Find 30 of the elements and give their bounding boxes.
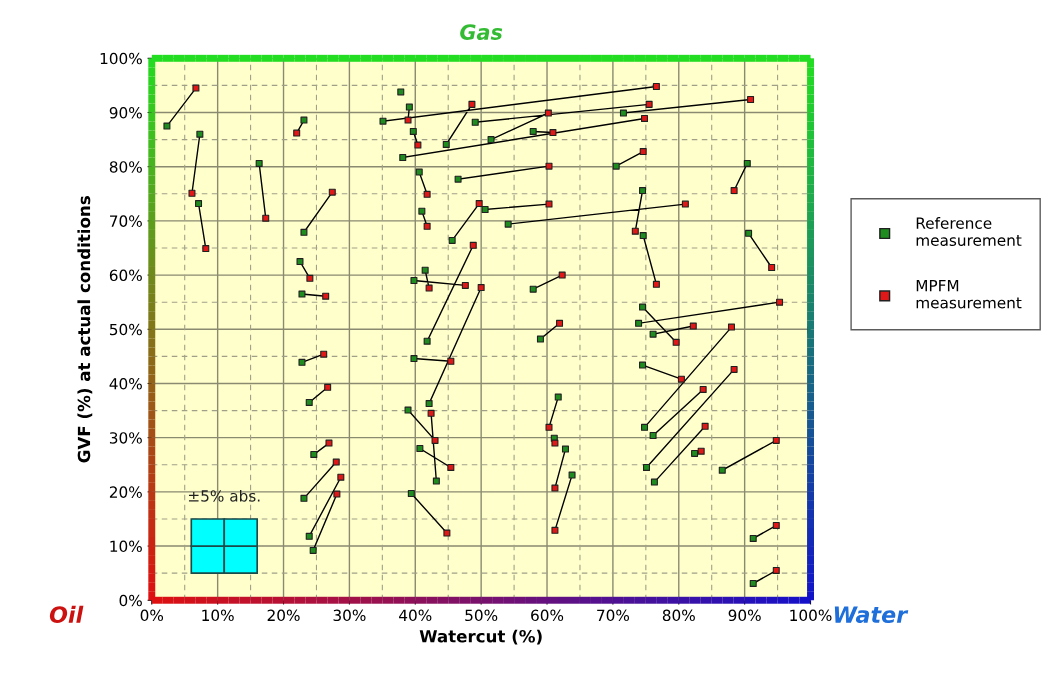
x-axis-title: Watercut (%) — [419, 629, 542, 645]
y-axis-title: GVF (%) at actual conditions — [77, 196, 93, 463]
y-tick-label: 80% — [109, 161, 142, 173]
x-tick-label: 60% — [531, 609, 564, 622]
annotation: ±5% abs. — [188, 489, 260, 502]
x-tick-label: 70% — [597, 609, 630, 622]
text: Water — [834, 606, 909, 623]
x-tick-label: 80% — [662, 609, 695, 622]
x-tick-label: 30% — [333, 609, 366, 622]
text: Gas — [460, 24, 503, 40]
y-tick-label: 60% — [109, 269, 142, 282]
y-tick-label: 0% — [119, 594, 142, 607]
legend-label: Reference measurement — [916, 217, 1022, 247]
y-tick-label: 50% — [109, 323, 142, 336]
legend-label: MPFM measurement — [916, 280, 1022, 309]
x-tick-label: 20% — [267, 609, 300, 622]
x-tick-label: 10% — [202, 609, 234, 622]
y-tick-label: 20% — [109, 486, 142, 498]
x-tick-label: 0% — [140, 609, 164, 622]
x-tick-label: 50% — [465, 609, 498, 622]
y-tick-label: 100% — [100, 52, 142, 65]
y-tick-label: 30% — [109, 432, 142, 444]
y-tick-label: 10% — [110, 540, 142, 553]
y-tick-label: 40% — [109, 377, 142, 390]
y-tick-label: 70% — [110, 215, 142, 227]
text: Oil — [49, 605, 84, 623]
x-tick-label: 90% — [728, 609, 761, 622]
x-tick-label: 100% — [790, 609, 832, 622]
x-tick-label: 40% — [399, 609, 432, 622]
y-tick-label: 90% — [109, 106, 142, 119]
